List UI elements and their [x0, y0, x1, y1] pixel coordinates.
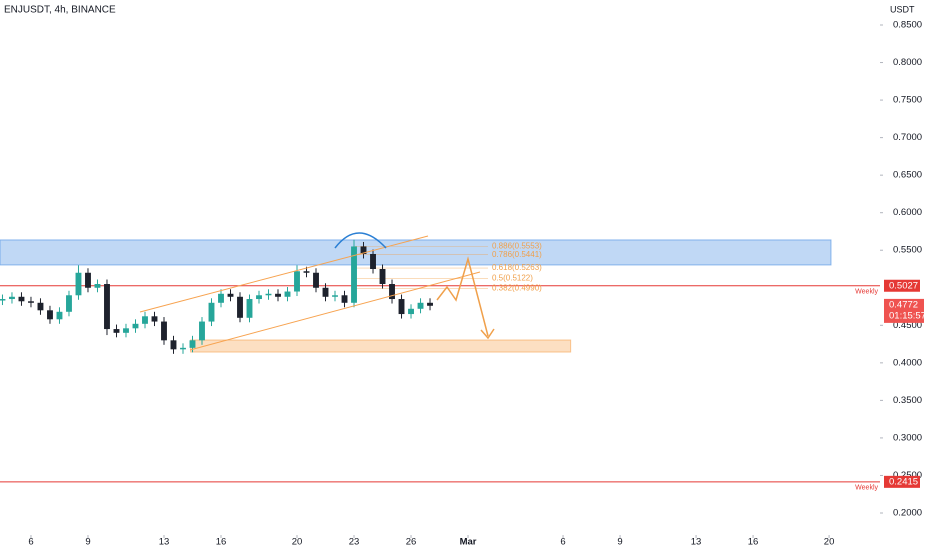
y-tick-label: 0.4000	[893, 357, 922, 368]
plot: Weekly Weekly 0.886(0.5553)0.786(0.5441) 0.…	[0, 20, 926, 548]
y-tick-label: 0.2500	[893, 470, 922, 481]
zone	[0, 239, 832, 266]
y-tick-label: 0.3500	[893, 395, 922, 406]
candle-body	[379, 269, 386, 285]
candle-body	[199, 321, 205, 341]
candle-body	[313, 272, 319, 288]
y-tick-label: 0.2000	[893, 508, 922, 519]
candle-body	[275, 293, 281, 297]
candle-body	[284, 291, 291, 297]
channel-line	[189, 271, 481, 351]
x-tick-label: Mar	[460, 537, 477, 548]
candle-body	[370, 253, 376, 270]
fib-label: 0.886(0.5553)	[492, 241, 542, 250]
candle-body	[256, 295, 262, 300]
candle-body	[341, 295, 348, 303]
candle-body	[66, 295, 72, 312]
projection-path	[436, 256, 489, 337]
x-tick-label: 20	[824, 537, 835, 548]
candle-body	[0, 299, 6, 301]
candle-body	[123, 328, 129, 333]
axis-unit: USDT	[890, 4, 915, 14]
candle-body	[332, 295, 338, 297]
x-tick-label: 9	[617, 537, 622, 548]
candle-body	[94, 284, 101, 288]
candle-body	[360, 246, 367, 254]
y-tick-label: 0.3000	[893, 432, 922, 443]
candle-body	[9, 296, 15, 300]
candle-body	[408, 308, 414, 315]
y-tick-label: 0.4500	[893, 320, 922, 331]
candle-body	[142, 316, 148, 324]
y-tick-label: 0.8000	[893, 57, 922, 68]
fib-label: 0.5(0.5122)	[492, 274, 533, 283]
x-tick-label: 13	[691, 537, 702, 548]
candle-body	[37, 302, 44, 311]
candle-body	[351, 246, 357, 303]
channel-line	[139, 235, 429, 313]
candle-body	[208, 302, 215, 322]
candle-body	[56, 311, 63, 320]
candle-body	[18, 296, 25, 302]
x-tick-label: 6	[560, 537, 565, 548]
current-price-label: 0.4772	[889, 299, 918, 310]
level-price-label: 0.5027	[889, 280, 918, 291]
x-tick-label: 20	[292, 537, 303, 548]
candle-body	[180, 347, 186, 350]
candle-body	[151, 316, 158, 322]
candle-body	[75, 272, 82, 296]
candle-body	[218, 293, 224, 303]
candle-body	[389, 284, 395, 300]
candle-body	[161, 321, 167, 341]
candle-body	[47, 310, 53, 320]
y-tick-label: 0.7000	[893, 132, 922, 143]
fib-label: 0.618(0.5263)	[492, 263, 542, 272]
x-tick-label: 23	[349, 537, 360, 548]
candle-body	[322, 287, 329, 297]
level-price-box	[884, 475, 920, 488]
candle-body	[398, 299, 405, 315]
level-name: Weekly	[855, 485, 878, 492]
candle-body	[417, 302, 424, 309]
current-price-box	[884, 298, 924, 323]
x-tick-label: 6	[28, 537, 33, 548]
chart-title: ENJUSDT, 4h, BINANCE	[4, 5, 116, 16]
level-price-label: 0.2415	[889, 476, 918, 487]
arrow-head	[480, 328, 495, 340]
dome-arc	[334, 232, 387, 249]
x-tick-label: 26	[406, 537, 417, 548]
candle-body	[170, 340, 177, 350]
level-price-box	[884, 279, 920, 292]
candle-body	[28, 301, 34, 303]
candle-body	[246, 299, 253, 318]
x-tick-label: 13	[159, 537, 170, 548]
zone	[190, 339, 572, 353]
candle-body	[427, 302, 433, 306]
y-tick-label: 0.6000	[893, 207, 922, 218]
candle-body	[189, 340, 196, 348]
fib-label: 0.382(0.4990)	[492, 284, 542, 293]
y-tick-label: 0.6500	[893, 170, 922, 181]
y-tick-label: 0.8500	[893, 20, 922, 31]
candle-body	[104, 284, 110, 330]
candle-body	[294, 271, 300, 292]
fib-label: 0.786(0.5441)	[492, 250, 542, 259]
candle-body	[303, 271, 310, 273]
level-name: Weekly	[855, 289, 878, 296]
x-tick-label: 16	[748, 537, 759, 548]
candle-body	[227, 293, 234, 297]
countdown-label: 01:15:57	[889, 310, 926, 321]
candle-body	[265, 293, 272, 296]
candle-body	[85, 272, 91, 288]
candle-body	[132, 323, 139, 329]
candle-body	[237, 296, 243, 318]
candle-body	[113, 329, 120, 333]
x-tick-label: 16	[216, 537, 227, 548]
x-tick-label: 9	[85, 537, 90, 548]
y-tick-label: 0.7500	[893, 95, 922, 106]
y-tick-label: 0.5500	[893, 245, 922, 256]
